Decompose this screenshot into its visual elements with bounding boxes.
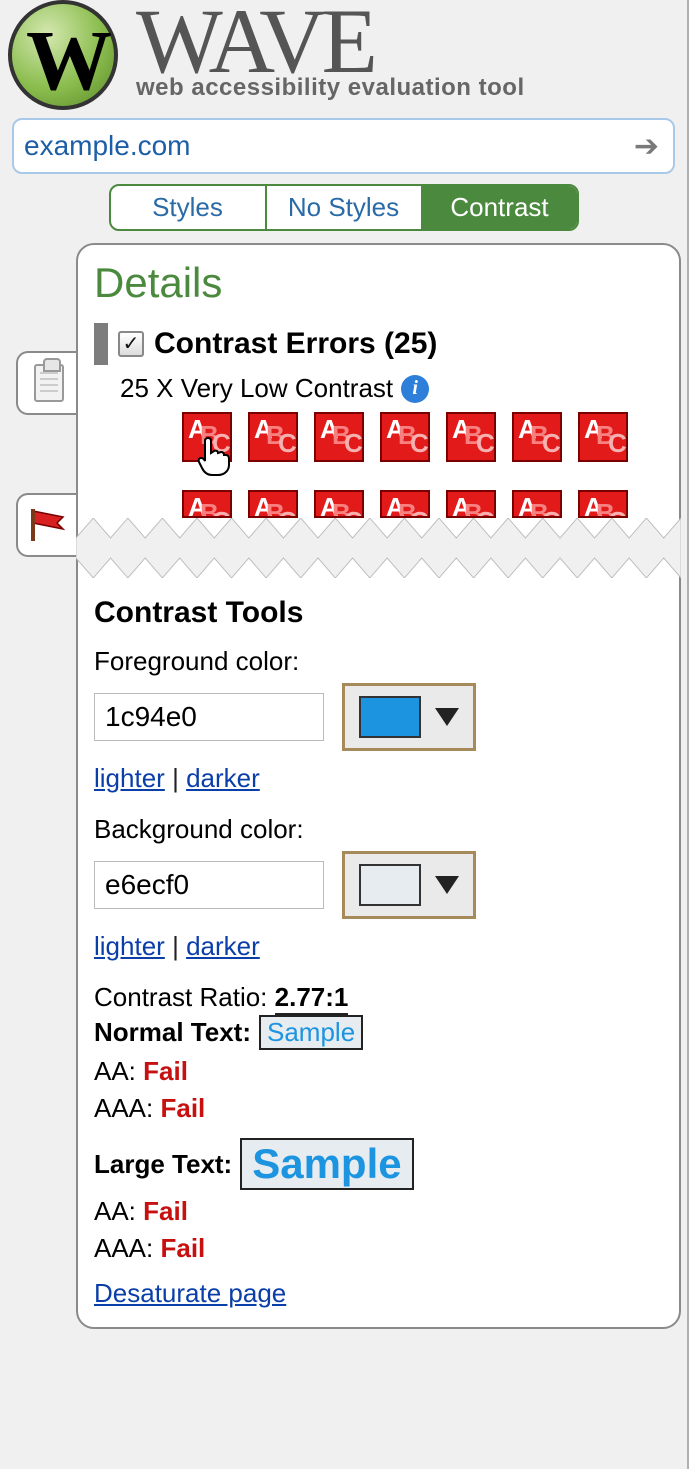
foreground-label: Foreground color: — [94, 646, 663, 677]
aa-label: AA: — [94, 1196, 136, 1226]
large-aa-result: Fail — [143, 1196, 188, 1226]
background-darker-link[interactable]: darker — [186, 931, 260, 961]
tools-heading: Contrast Tools — [94, 596, 663, 630]
brand-text: WAVE web accessibility evaluation tool — [136, 8, 679, 102]
foreground-row — [94, 683, 663, 751]
contrast-error-tile[interactable]: ABC — [314, 490, 364, 518]
wave-logo-icon: W — [8, 0, 118, 110]
contrast-error-tile[interactable]: ABC — [512, 412, 562, 462]
dropdown-triangle-icon — [435, 876, 459, 894]
error-tiles: ABC ABC ABC ABC ABC ABC ABC ABC ABC ABC ABC ABC ABC… — [182, 412, 663, 518]
sidetab-summary[interactable] — [16, 351, 80, 415]
normal-aa-result: Fail — [143, 1056, 188, 1086]
large-aa: AA: Fail — [94, 1196, 663, 1227]
panel-title: Details — [94, 259, 663, 307]
go-arrow-icon[interactable]: ➔ — [630, 129, 663, 164]
contrast-error-tile[interactable]: ABC — [314, 412, 364, 462]
background-input[interactable] — [94, 861, 324, 909]
section-checkbox[interactable]: ✓ — [118, 331, 144, 357]
normal-text-label: Normal Text: — [94, 1017, 251, 1048]
contrast-error-tile[interactable]: ABC — [446, 490, 496, 518]
contrast-error-tile[interactable]: ABC — [578, 490, 628, 518]
foreground-swatch — [359, 696, 421, 738]
normal-aaa-result: Fail — [160, 1093, 205, 1123]
section-header: ✓ Contrast Errors (25) — [94, 323, 663, 365]
section-title: Contrast Errors (25) — [154, 327, 437, 361]
contrast-tools: Contrast Tools Foreground color: lighter… — [94, 578, 663, 1309]
background-swatch — [359, 864, 421, 906]
section-subtitle-row: 25 X Very Low Contrast i — [120, 373, 663, 404]
large-text-row: Large Text: Sample — [94, 1138, 663, 1190]
ratio-value: 2.77:1 — [275, 982, 349, 1015]
contrast-error-tile[interactable]: ABC — [182, 412, 232, 462]
aaa-label: AAA: — [94, 1233, 153, 1263]
large-aaa: AAA: Fail — [94, 1233, 663, 1264]
foreground-input[interactable] — [94, 693, 324, 741]
brand-tagline: web accessibility evaluation tool — [136, 74, 679, 102]
large-text-label: Large Text: — [94, 1149, 232, 1180]
contrast-error-tile[interactable]: ABC — [248, 412, 298, 462]
normal-aa: AA: Fail — [94, 1056, 663, 1087]
contrast-error-tile[interactable]: ABC — [380, 412, 430, 462]
header: W WAVE web accessibility evaluation tool — [0, 0, 687, 110]
contrast-error-tile[interactable]: ABC — [512, 490, 562, 518]
background-swatch-picker[interactable] — [342, 851, 476, 919]
contrast-error-tile[interactable]: ABC — [182, 490, 232, 518]
details-panel: Details ✓ Contrast Errors (25) 25 X Very… — [76, 243, 681, 1329]
normal-sample: Sample — [259, 1015, 363, 1050]
contrast-error-tile[interactable]: ABC — [446, 412, 496, 462]
normal-aaa: AAA: Fail — [94, 1093, 663, 1124]
view-mode-tabs: Styles No Styles Contrast — [109, 184, 579, 231]
foreground-darker-link[interactable]: darker — [186, 763, 260, 793]
large-sample: Sample — [240, 1138, 413, 1190]
brand-name: WAVE — [136, 8, 679, 74]
section-color-bar — [94, 323, 108, 365]
details-stage: Details ✓ Contrast Errors (25) 25 X Very… — [6, 243, 681, 1329]
url-input[interactable] — [24, 130, 630, 162]
separator: | — [172, 931, 179, 961]
wave-logo-letter: W — [26, 10, 104, 110]
clipboard-icon — [34, 364, 64, 402]
desaturate-link[interactable]: Desaturate page — [94, 1278, 286, 1308]
normal-text-row: Normal Text: Sample — [94, 1015, 663, 1050]
contrast-error-tile[interactable]: ABC — [578, 412, 628, 462]
background-adjust-links: lighter | darker — [94, 931, 663, 962]
foreground-swatch-picker[interactable] — [342, 683, 476, 751]
background-row — [94, 851, 663, 919]
aaa-label: AAA: — [94, 1093, 153, 1123]
tab-no-styles[interactable]: No Styles — [267, 186, 423, 229]
info-icon[interactable]: i — [401, 375, 429, 403]
separator: | — [172, 763, 179, 793]
url-bar: ➔ — [12, 118, 675, 174]
contrast-error-tile[interactable]: ABC — [380, 490, 430, 518]
flag-icon — [27, 503, 71, 547]
contrast-error-tile[interactable]: ABC — [248, 490, 298, 518]
section-subtitle: 25 X Very Low Contrast — [120, 373, 393, 404]
sidetab-flag[interactable] — [16, 493, 80, 557]
contrast-ratio: Contrast Ratio: 2.77:1 — [94, 982, 663, 1013]
desaturate-row: Desaturate page — [94, 1278, 663, 1309]
tab-contrast[interactable]: Contrast — [423, 186, 577, 229]
aa-label: AA: — [94, 1056, 136, 1086]
ratio-label: Contrast Ratio: — [94, 982, 267, 1012]
dropdown-triangle-icon — [435, 708, 459, 726]
large-aaa-result: Fail — [160, 1233, 205, 1263]
tab-styles[interactable]: Styles — [111, 186, 267, 229]
foreground-adjust-links: lighter | darker — [94, 763, 663, 794]
foreground-lighter-link[interactable]: lighter — [94, 763, 165, 793]
torn-divider — [76, 518, 681, 578]
background-label: Background color: — [94, 814, 663, 845]
background-lighter-link[interactable]: lighter — [94, 931, 165, 961]
